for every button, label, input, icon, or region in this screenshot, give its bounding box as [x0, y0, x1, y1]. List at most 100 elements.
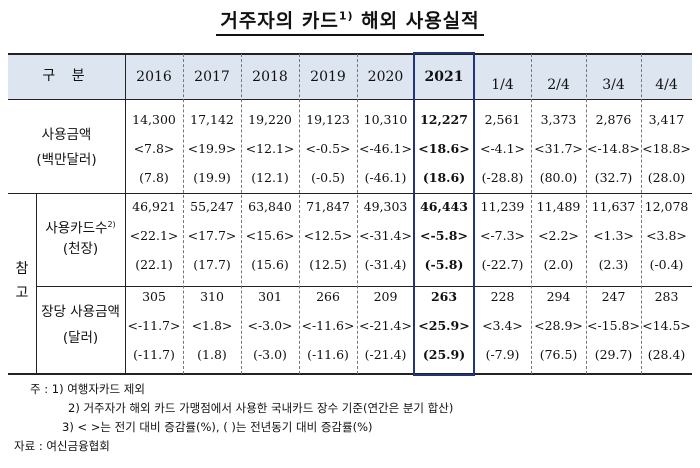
cell-yoy: (-46.1) [364, 170, 407, 185]
cell-qoq: <-11.7> [127, 318, 181, 333]
cell-yoy: (12.5) [309, 257, 347, 272]
group-label-line1: 참 [15, 261, 29, 277]
cell-yoy: (-0.5) [311, 170, 345, 185]
cell-qoq: <18.6> [418, 141, 470, 156]
row-label-amount-unit: (백만달러) [36, 152, 97, 168]
row-divider [8, 193, 692, 194]
cell-qoq: <1.3> [593, 228, 634, 243]
cell-yoy: (76.5) [539, 347, 578, 362]
cell-qoq: <-4.1> [479, 141, 526, 156]
cell-value: 12,227 [420, 112, 468, 127]
cell-yoy: (-28.8) [481, 170, 524, 185]
cell-qoq: <14.5> [642, 318, 691, 333]
cell-yoy: (28.4) [647, 347, 686, 362]
cell-yoy: (-31.4) [364, 257, 407, 272]
header-year-2016: 2016 [136, 69, 172, 85]
cell-value: 2,561 [484, 112, 521, 127]
cell-value: 14,300 [132, 112, 176, 127]
cell-value: 266 [316, 289, 340, 304]
cell-value: 10,310 [363, 112, 408, 127]
cell-yoy: (1.8) [197, 347, 227, 362]
cell-yoy: (80.0) [539, 170, 578, 185]
cell-qoq: <-31.4> [358, 228, 412, 243]
header-quarter-3: 3/4 [602, 77, 625, 93]
cell-qoq: <3.4> [482, 318, 523, 333]
table-top-border [8, 53, 692, 55]
column-divider [36, 194, 37, 374]
cell-value: 63,840 [248, 199, 292, 214]
cell-value: 301 [258, 289, 282, 304]
column-divider [183, 54, 184, 374]
cell-yoy: (-7.9) [485, 347, 520, 362]
column-divider [586, 54, 587, 374]
cell-qoq: <-11.6> [301, 318, 355, 333]
cell-value: 2,876 [595, 112, 632, 127]
source-note: 자료 : 여신금융협회 [14, 439, 110, 453]
cell-yoy: (-3.0) [253, 347, 287, 362]
cell-value: 46,443 [420, 199, 468, 214]
table-bottom-border [8, 373, 692, 375]
cell-qoq: <-15.8> [586, 318, 640, 333]
cell-value: 310 [200, 289, 224, 304]
cell-value: 55,247 [190, 199, 234, 214]
cell-yoy: (12.1) [251, 170, 289, 185]
column-divider [531, 54, 532, 374]
cell-value: 46,921 [132, 199, 176, 214]
cell-yoy: (-11.7) [133, 347, 175, 362]
header-quarter-2: 2/4 [547, 77, 570, 93]
row-divider [36, 286, 692, 287]
column-divider [241, 54, 242, 374]
highlight-2021-box [413, 52, 475, 376]
cell-yoy: (28.0) [647, 170, 686, 185]
header-year-2019: 2019 [310, 69, 346, 85]
cell-qoq: <7.8> [133, 141, 175, 156]
cell-qoq: <17.7> [187, 228, 237, 243]
column-divider [125, 54, 126, 374]
cell-qoq: <12.1> [245, 141, 295, 156]
cell-yoy: (-21.4) [364, 347, 407, 362]
cell-value: 228 [490, 289, 515, 304]
cell-yoy: (2.0) [543, 257, 574, 272]
header-year-2017: 2017 [194, 69, 230, 85]
header-year-2020: 2020 [367, 69, 404, 85]
cell-qoq: <25.9> [418, 318, 470, 333]
cell-qoq: <15.6> [245, 228, 295, 243]
cell-qoq: <22.1> [129, 228, 179, 243]
column-divider [641, 54, 642, 374]
column-divider [299, 54, 300, 374]
cell-value: 283 [654, 289, 679, 304]
cell-qoq: <12.5> [303, 228, 353, 243]
cell-qoq: <3.8> [646, 228, 687, 243]
row-label-amount: 사용금액 [41, 127, 92, 143]
cell-yoy: (25.9) [422, 347, 466, 362]
cell-value: 19,123 [306, 112, 350, 127]
cell-value: 294 [546, 289, 571, 304]
cell-value: 19,220 [248, 112, 292, 127]
cell-qoq: <-5.8> [420, 228, 468, 243]
row-label-per-card: 장당 사용금액 [41, 304, 120, 320]
cell-yoy: (18.6) [422, 170, 466, 185]
cell-yoy: (17.7) [193, 257, 231, 272]
row-label-cards-unit: (천장) [62, 241, 99, 257]
header-bottom-border [8, 99, 692, 100]
cell-qoq: <-46.1> [358, 141, 412, 156]
cell-value: 263 [430, 289, 458, 304]
cell-yoy: (22.1) [135, 257, 173, 272]
cell-qoq: <-21.4> [358, 318, 412, 333]
cell-qoq: <2.2> [538, 228, 579, 243]
cell-qoq: <1.8> [191, 318, 233, 333]
cell-value: 12,078 [644, 199, 689, 214]
cell-value: 11,637 [591, 199, 636, 214]
cell-yoy: (-5.8) [424, 257, 464, 272]
cell-value: 247 [601, 289, 626, 304]
cell-qoq: <-3.0> [247, 318, 293, 333]
cell-yoy: (29.7) [594, 347, 633, 362]
cell-yoy: (15.6) [251, 257, 289, 272]
cell-qoq: <28.9> [534, 318, 583, 333]
cell-qoq: <31.7> [534, 141, 583, 156]
cell-qoq: <-7.3> [479, 228, 526, 243]
cell-yoy: (2.3) [598, 257, 629, 272]
cell-yoy: (32.7) [594, 170, 633, 185]
cell-value: 209 [373, 289, 398, 304]
cell-qoq: <19.9> [187, 141, 237, 156]
